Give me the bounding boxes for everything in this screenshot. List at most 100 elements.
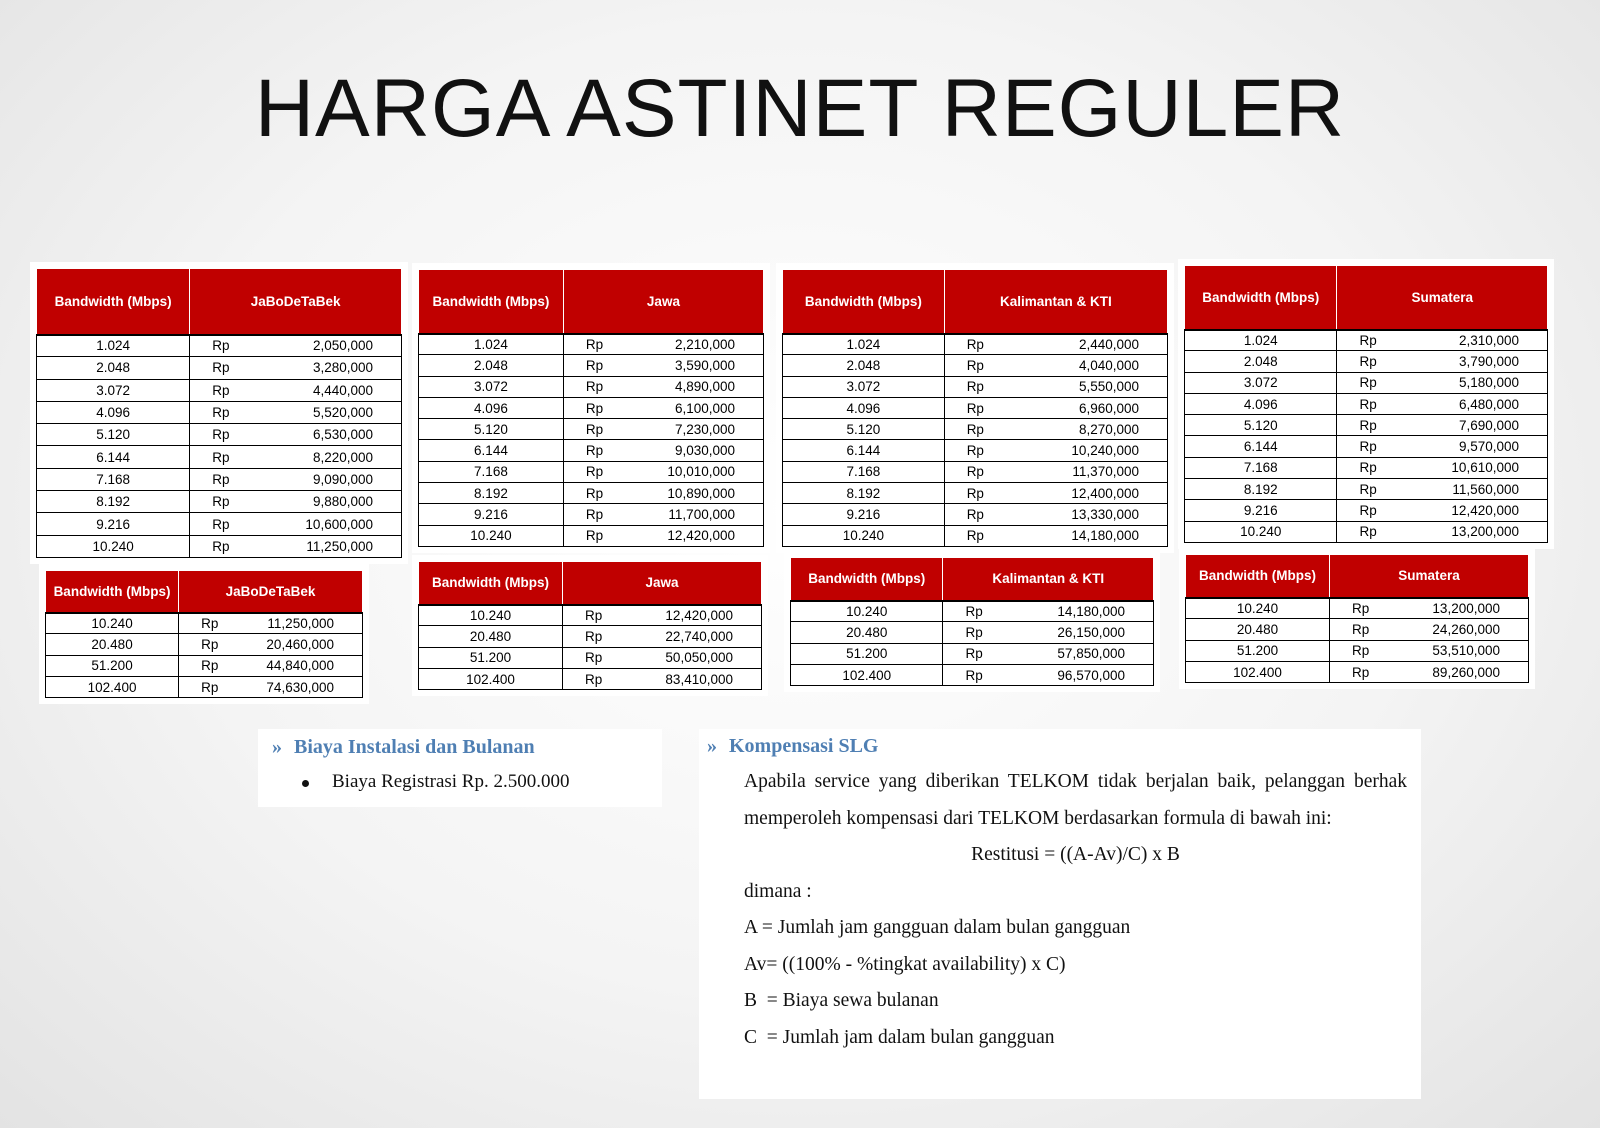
currency-cell: Rp	[189, 534, 263, 558]
bandwidth-cell: 51.200	[789, 642, 944, 665]
heading-text: Biaya Instalasi dan Bulanan	[294, 736, 535, 758]
header-row: Bandwidth (Mbps) Kalimantan & KTI	[789, 557, 1154, 602]
bandwidth-cell: 7.168	[418, 460, 564, 484]
table-row: 1.024 Rp 2,310,000	[1183, 328, 1548, 352]
price-table: Bandwidth (Mbps) Sumatera 10.240 Rp 13,200,0…	[1184, 554, 1530, 684]
table-row: 102.400 Rp 74,630,000	[44, 675, 364, 699]
price-cell: 6,530,000	[262, 423, 402, 447]
table-row: 51.200 Rp 50,050,000	[417, 646, 763, 669]
bandwidth-cell: 3.072	[35, 378, 191, 402]
definitions: dimana : A = Jumlah jam gangguan dalam bu…	[699, 874, 1421, 1057]
price-cell: 11,370,000	[1021, 460, 1169, 484]
bandwidth-cell: 9.216	[1183, 499, 1338, 522]
bandwidth-cell: 4.096	[35, 400, 191, 425]
bandwidth-cell: 20.480	[417, 625, 564, 648]
bandwidth-cell: 4.096	[782, 396, 945, 420]
table-row: 8.192 Rp 12,400,000	[782, 482, 1169, 505]
currency-cell: Rp	[562, 375, 633, 398]
table-row: 9.216 Rp 11,700,000	[418, 503, 765, 526]
bandwidth-cell: 8.192	[418, 482, 564, 505]
price-cell: 12,420,000	[631, 603, 763, 627]
bandwidth-cell: 10.240	[1184, 596, 1331, 620]
bandwidth-cell: 6.144	[35, 445, 191, 469]
header-cell: Sumatera	[1329, 554, 1529, 599]
table-row: 10.240 Rp 11,250,000	[44, 611, 364, 635]
table-row: 10.240 Rp 14,180,000	[789, 599, 1154, 623]
bandwidth-cell: 5.120	[418, 418, 564, 441]
price-cell: 10,890,000	[632, 482, 765, 505]
header-cell: Bandwidth (Mbps)	[35, 268, 191, 336]
price-cell: 11,700,000	[632, 503, 765, 526]
bandwidth-cell: 7.168	[782, 460, 945, 484]
table-row: 10.240 Rp 11,250,000	[35, 534, 402, 558]
header-row: Bandwidth (Mbps) JaBoDeTaBek	[44, 570, 363, 614]
table-row: 9.216 Rp 13,330,000	[782, 503, 1169, 526]
table-row: 1.024 Rp 2,050,000	[35, 333, 402, 358]
table-row: 10.240 Rp 12,420,000	[417, 603, 763, 627]
bandwidth-cell: 20.480	[1184, 618, 1331, 641]
bandwidth-cell: 10.240	[418, 524, 564, 547]
price-cell: 11,250,000	[262, 534, 402, 558]
table-row: 3.072 Rp 4,890,000	[418, 375, 765, 398]
currency-cell: Rp	[1336, 350, 1410, 373]
price-cell: 10,600,000	[262, 512, 402, 536]
currency-cell: Rp	[1329, 639, 1399, 662]
table-panel: Bandwidth (Mbps) Jawa 1.024 Rp 2,210,000 2.04…	[412, 263, 770, 553]
price-cell: 74,630,000	[242, 675, 364, 699]
bandwidth-cell: 1.024	[782, 332, 945, 356]
currency-cell: Rp	[1336, 478, 1410, 501]
currency-cell: Rp	[562, 603, 632, 627]
currency-cell: Rp	[1336, 520, 1410, 543]
table-row: 8.192 Rp 10,890,000	[418, 482, 765, 505]
currency-cell: Rp	[178, 654, 243, 677]
bandwidth-cell: 51.200	[1184, 639, 1331, 662]
currency-cell: Rp	[189, 423, 263, 447]
currency-cell: Rp	[562, 332, 633, 356]
header-cell: Kalimantan & KTI	[942, 557, 1154, 602]
price-cell: 96,570,000	[1015, 663, 1154, 687]
currency-cell: Rp	[562, 418, 633, 441]
bandwidth-cell: 1.024	[418, 332, 564, 356]
table-row: 5.120 Rp 8,270,000	[782, 418, 1169, 441]
header-cell: Jawa	[562, 561, 762, 606]
bandwidth-cell: 9.216	[782, 503, 945, 526]
currency-cell: Rp	[1329, 596, 1399, 620]
table-row: 4.096 Rp 6,100,000	[418, 396, 765, 420]
formula: Restitusi = ((A-Av)/C) x B	[971, 844, 1180, 865]
bullet-item: Biaya Registrasi Rp. 2.500.000	[258, 771, 662, 793]
currency-cell: Rp	[189, 467, 263, 492]
price-cell: 2,210,000	[632, 332, 765, 356]
definition-line: B = Biaya sewa bulanan	[744, 990, 939, 1011]
section-heading: » Biaya Instalasi dan Bulanan	[272, 736, 662, 759]
bandwidth-cell: 3.072	[782, 375, 945, 398]
currency-cell: Rp	[1336, 371, 1410, 394]
price-cell: 5,550,000	[1021, 375, 1169, 398]
price-cell: 4,440,000	[262, 378, 402, 402]
currency-cell: Rp	[1336, 435, 1410, 458]
bandwidth-cell: 10.240	[1183, 520, 1338, 543]
table-row: 7.168 Rp 9,090,000	[35, 467, 402, 492]
bandwidth-cell: 1.024	[35, 333, 191, 358]
table-row: 20.480 Rp 24,260,000	[1184, 618, 1530, 641]
price-cell: 6,100,000	[632, 396, 765, 420]
table-row: 6.144 Rp 8,220,000	[35, 445, 402, 469]
bandwidth-cell: 6.144	[782, 439, 945, 462]
currency-cell: Rp	[178, 675, 243, 699]
price-cell: 3,280,000	[262, 356, 402, 380]
price-table: Bandwidth (Mbps) Jawa 10.240 Rp 12,420,000 20…	[417, 561, 763, 691]
header-cell: Bandwidth (Mbps)	[782, 269, 945, 335]
header-cell: Bandwidth (Mbps)	[1183, 265, 1338, 331]
currency-cell: Rp	[943, 503, 1022, 526]
price-cell: 12,420,000	[632, 524, 765, 547]
currency-cell: Rp	[189, 445, 263, 469]
header-row: Bandwidth (Mbps) Kalimantan & KTI	[782, 269, 1169, 335]
bandwidth-cell: 10.240	[417, 603, 564, 627]
price-cell: 5,180,000	[1409, 371, 1548, 394]
table-row: 1.024 Rp 2,210,000	[418, 332, 765, 356]
price-cell: 53,510,000	[1398, 639, 1530, 662]
bandwidth-cell: 5.120	[1183, 414, 1338, 437]
marker: »	[272, 736, 282, 758]
price-cell: 8,270,000	[1021, 418, 1169, 441]
price-cell: 11,250,000	[242, 611, 364, 635]
